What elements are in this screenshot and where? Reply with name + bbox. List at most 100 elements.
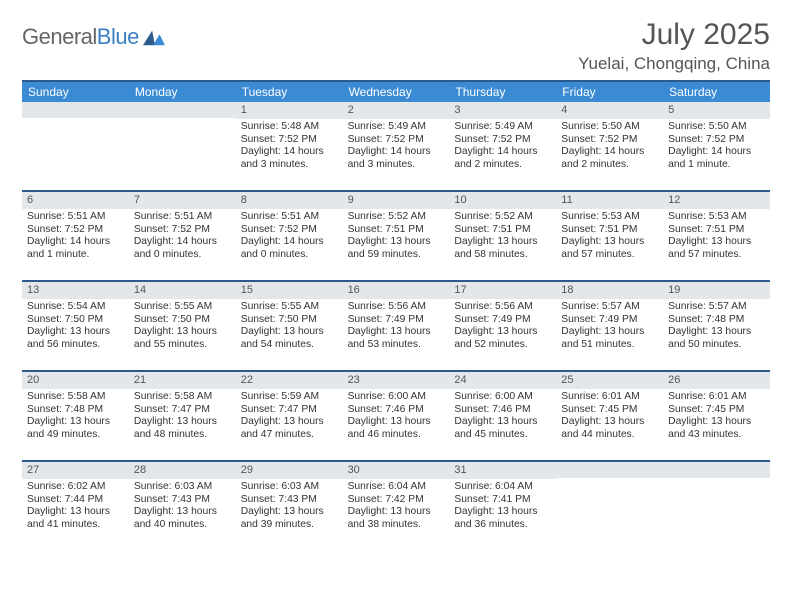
cell-line: Sunrise: 5:49 AM [348, 121, 445, 134]
cell-line: Sunrise: 6:00 AM [454, 391, 551, 404]
cell-line: Sunset: 7:49 PM [454, 314, 551, 327]
cell-line: Daylight: 13 hours [668, 326, 765, 339]
cell-line: and 2 minutes. [454, 159, 551, 172]
cell-line: and 45 minutes. [454, 429, 551, 442]
cell-line: and 2 minutes. [561, 159, 658, 172]
cell-line: and 58 minutes. [454, 249, 551, 262]
cell-line: Sunset: 7:52 PM [454, 134, 551, 147]
cell-line: Sunrise: 5:56 AM [348, 301, 445, 314]
cell-line: Daylight: 13 hours [27, 506, 124, 519]
calendar-cell: 30Sunrise: 6:04 AMSunset: 7:42 PMDayligh… [343, 462, 450, 550]
cell-line: Daylight: 13 hours [668, 236, 765, 249]
day-number: 13 [22, 282, 129, 299]
cell-line: Sunrise: 5:51 AM [134, 211, 231, 224]
cell-line: Sunrise: 5:58 AM [134, 391, 231, 404]
cell-body: Sunrise: 5:55 AMSunset: 7:50 PMDaylight:… [129, 299, 236, 355]
cell-body: Sunrise: 5:55 AMSunset: 7:50 PMDaylight:… [236, 299, 343, 355]
cell-line: Sunrise: 6:04 AM [454, 481, 551, 494]
day-number: 26 [663, 372, 770, 389]
cell-line: and 0 minutes. [134, 249, 231, 262]
cell-line: and 41 minutes. [27, 519, 124, 532]
cell-line: Sunrise: 5:57 AM [668, 301, 765, 314]
cell-line: Daylight: 14 hours [241, 146, 338, 159]
cell-line: Daylight: 14 hours [454, 146, 551, 159]
cell-line: Sunrise: 6:00 AM [348, 391, 445, 404]
calendar-cell: 19Sunrise: 5:57 AMSunset: 7:48 PMDayligh… [663, 282, 770, 370]
calendar-cell: 28Sunrise: 6:03 AMSunset: 7:43 PMDayligh… [129, 462, 236, 550]
page-header: GeneralBlue July 2025 Yuelai, Chongqing,… [22, 18, 770, 74]
cell-body: Sunrise: 6:00 AMSunset: 7:46 PMDaylight:… [449, 389, 556, 445]
cell-line: and 56 minutes. [27, 339, 124, 352]
cell-line: and 55 minutes. [134, 339, 231, 352]
cell-body: Sunrise: 6:04 AMSunset: 7:41 PMDaylight:… [449, 479, 556, 535]
cell-line: Sunset: 7:52 PM [134, 224, 231, 237]
cell-body: Sunrise: 6:02 AMSunset: 7:44 PMDaylight:… [22, 479, 129, 535]
cell-line: Sunset: 7:45 PM [561, 404, 658, 417]
cell-line: and 57 minutes. [561, 249, 658, 262]
cell-line: Daylight: 13 hours [561, 236, 658, 249]
cell-line: Daylight: 13 hours [561, 326, 658, 339]
day-number: 27 [22, 462, 129, 479]
cell-line: and 44 minutes. [561, 429, 658, 442]
calendar-cell: 22Sunrise: 5:59 AMSunset: 7:47 PMDayligh… [236, 372, 343, 460]
cell-line: Daylight: 13 hours [454, 236, 551, 249]
cell-body: Sunrise: 5:51 AMSunset: 7:52 PMDaylight:… [236, 209, 343, 265]
cell-line: Daylight: 13 hours [241, 416, 338, 429]
cell-body: Sunrise: 5:50 AMSunset: 7:52 PMDaylight:… [556, 119, 663, 175]
cell-line: and 40 minutes. [134, 519, 231, 532]
day-number: 20 [22, 372, 129, 389]
cell-line: Daylight: 13 hours [348, 326, 445, 339]
cell-line: Daylight: 13 hours [454, 506, 551, 519]
cell-line: Sunrise: 6:04 AM [348, 481, 445, 494]
day-number [663, 462, 770, 478]
cell-line: Sunset: 7:52 PM [348, 134, 445, 147]
day-number: 8 [236, 192, 343, 209]
cell-line: Daylight: 13 hours [27, 326, 124, 339]
day-number [556, 462, 663, 478]
cell-body: Sunrise: 5:51 AMSunset: 7:52 PMDaylight:… [22, 209, 129, 265]
cell-line: Sunrise: 5:52 AM [348, 211, 445, 224]
calendar-cell: 21Sunrise: 5:58 AMSunset: 7:47 PMDayligh… [129, 372, 236, 460]
cell-line: Daylight: 13 hours [561, 416, 658, 429]
logo-text-gray: General [22, 24, 97, 49]
cell-line: and 1 minute. [27, 249, 124, 262]
calendar-cell: 25Sunrise: 6:01 AMSunset: 7:45 PMDayligh… [556, 372, 663, 460]
cell-line: Sunrise: 5:49 AM [454, 121, 551, 134]
month-title: July 2025 [578, 18, 770, 52]
calendar-cell: 5Sunrise: 5:50 AMSunset: 7:52 PMDaylight… [663, 102, 770, 190]
cell-line: Sunset: 7:43 PM [241, 494, 338, 507]
cell-line: Daylight: 14 hours [561, 146, 658, 159]
location: Yuelai, Chongqing, China [578, 54, 770, 74]
day-number: 9 [343, 192, 450, 209]
day-number: 1 [236, 102, 343, 119]
cell-line: Sunrise: 6:02 AM [27, 481, 124, 494]
weekday-label: Friday [556, 82, 663, 102]
cell-line: Sunrise: 5:56 AM [454, 301, 551, 314]
cell-line: Sunset: 7:52 PM [241, 224, 338, 237]
day-number: 6 [22, 192, 129, 209]
cell-body: Sunrise: 6:03 AMSunset: 7:43 PMDaylight:… [129, 479, 236, 535]
cell-line: and 39 minutes. [241, 519, 338, 532]
cell-line: Sunset: 7:50 PM [134, 314, 231, 327]
cell-body [22, 118, 129, 123]
cell-line: Sunrise: 5:59 AM [241, 391, 338, 404]
cell-line: and 38 minutes. [348, 519, 445, 532]
cell-line: and 51 minutes. [561, 339, 658, 352]
weekday-label: Tuesday [236, 82, 343, 102]
cell-body [129, 118, 236, 123]
day-number [129, 102, 236, 118]
cell-line: Sunset: 7:50 PM [27, 314, 124, 327]
cell-body: Sunrise: 6:04 AMSunset: 7:42 PMDaylight:… [343, 479, 450, 535]
cell-body: Sunrise: 5:58 AMSunset: 7:48 PMDaylight:… [22, 389, 129, 445]
calendar-cell: 13Sunrise: 5:54 AMSunset: 7:50 PMDayligh… [22, 282, 129, 370]
cell-line: Sunset: 7:51 PM [348, 224, 445, 237]
calendar-cell: 6Sunrise: 5:51 AMSunset: 7:52 PMDaylight… [22, 192, 129, 280]
cell-line: Daylight: 14 hours [241, 236, 338, 249]
cell-line: and 36 minutes. [454, 519, 551, 532]
cell-line: and 48 minutes. [134, 429, 231, 442]
cell-line: Sunrise: 5:58 AM [27, 391, 124, 404]
calendar-cell [663, 462, 770, 550]
cell-body: Sunrise: 5:57 AMSunset: 7:49 PMDaylight:… [556, 299, 663, 355]
cell-line: Sunrise: 5:50 AM [561, 121, 658, 134]
cell-line: and 43 minutes. [668, 429, 765, 442]
